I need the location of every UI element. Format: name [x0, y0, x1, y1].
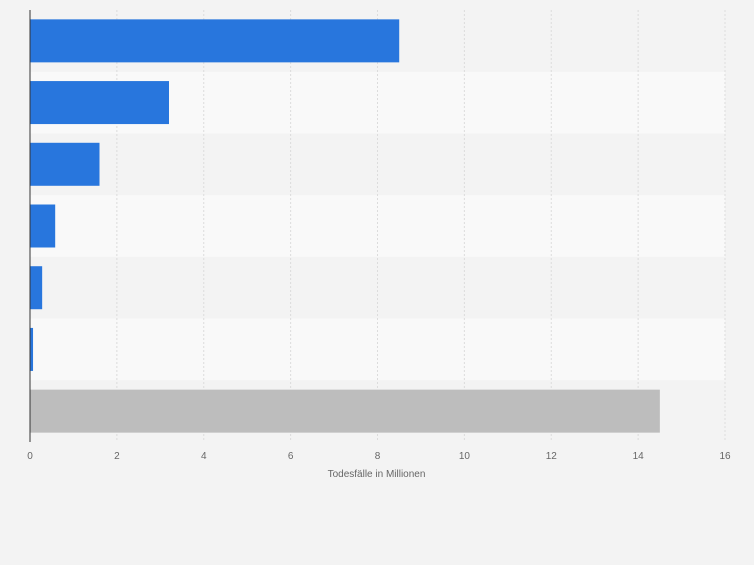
bar: [30, 266, 43, 310]
x-tick-label: 10: [459, 451, 471, 462]
x-tick-labels: 0 2 4 6 8 10 12 14 16: [27, 451, 731, 462]
bar: [30, 389, 660, 433]
x-tick-label: 8: [375, 451, 381, 462]
bar: [30, 142, 100, 186]
x-tick-label: 2: [114, 451, 120, 462]
x-tick-label: 12: [546, 451, 558, 462]
bar: [30, 81, 169, 125]
x-tick-label: 4: [201, 451, 207, 462]
bar: [30, 19, 400, 63]
bar: [30, 327, 34, 371]
x-axis-label: Todesfälle in Millionen: [328, 469, 426, 480]
bars: [30, 19, 660, 433]
x-tick-label: 6: [288, 451, 294, 462]
x-tick-label: 0: [27, 451, 33, 462]
x-tick-label: 14: [633, 451, 645, 462]
x-tick-label: 16: [719, 451, 731, 462]
bar: [30, 204, 56, 248]
